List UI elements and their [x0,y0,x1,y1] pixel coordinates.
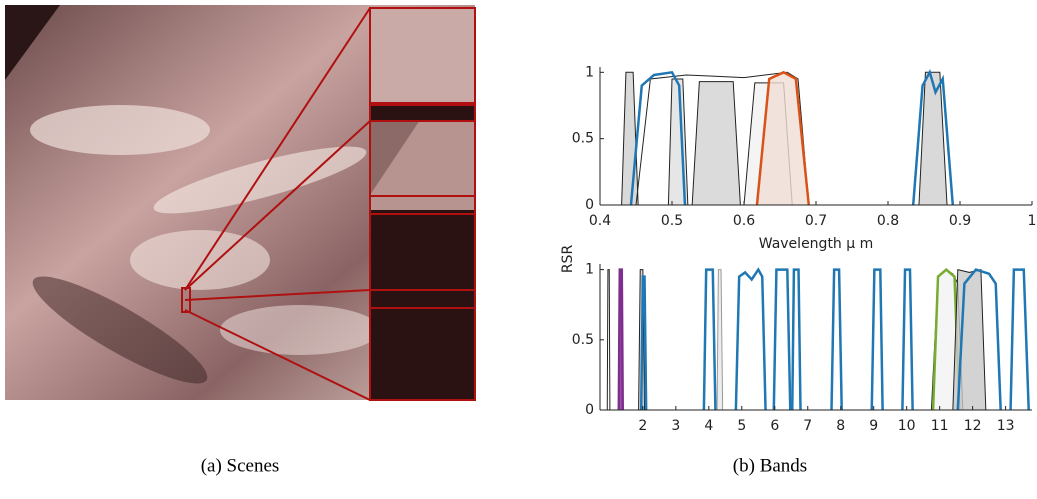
x-tick-label: 10 [898,418,916,434]
band-curve [918,71,948,206]
band-curve [702,268,717,411]
band-curve [638,269,646,411]
x-tick-label: 8 [836,418,845,434]
band-curve [772,268,792,411]
band-curve [952,268,987,411]
x-tick-label: 0.4 [589,213,611,229]
band-curve [755,70,811,206]
y-tick-label: 1 [585,64,594,80]
caption: (b) Bands [733,455,807,476]
x-tick-label: 2 [638,418,647,434]
band-curve [911,69,955,206]
x-tick-label: 0.8 [877,213,899,229]
x-tick-label: 1 [1028,213,1037,229]
band-curve [667,78,689,206]
x-tick-label: 0.5 [661,213,683,229]
y-tick-label: 0 [585,197,594,213]
x-tick-label: 9 [869,418,878,434]
x-tick-label: 6 [770,418,779,434]
y-tick-label: 1 [585,262,594,278]
band-area [918,72,948,205]
band-curve [791,268,802,411]
y-tick-label: 0.5 [572,131,594,147]
x-tick-label: 0.6 [733,213,755,229]
band-curve [734,267,767,411]
y-tick-label: 0.5 [572,332,594,348]
x-tick-label: 3 [671,418,680,434]
band-curve [691,81,741,206]
band-curve [639,275,648,411]
band-curve [606,269,611,411]
band-area [952,269,986,410]
x-tick-label: 0.9 [949,213,971,229]
band-curve [629,70,687,206]
band-curve [901,268,914,411]
x-tick-label: 4 [704,418,713,434]
y-tick-label: 0 [585,402,594,418]
x-tick-label: 5 [737,418,746,434]
band-curve [621,71,639,206]
band-area [756,72,809,205]
satellite-image [5,5,476,401]
caption: (a) Scenes [201,455,280,476]
band-curve [870,268,884,411]
band-curve [617,268,625,411]
x-tick-label: 7 [803,418,812,434]
x-tick-label: 11 [931,418,949,434]
band-curve [830,268,843,411]
x-tick-label: 13 [997,418,1015,434]
band-area [692,81,741,205]
band-curve [716,269,724,411]
x-tick-label: 0.7 [805,213,827,229]
band-curve [1009,268,1030,411]
x-tick-label: 12 [964,418,982,434]
y-axis-label: RSR [560,245,576,274]
x-axis-label: Wavelength μ m [759,236,874,252]
band-curve [956,268,1002,411]
